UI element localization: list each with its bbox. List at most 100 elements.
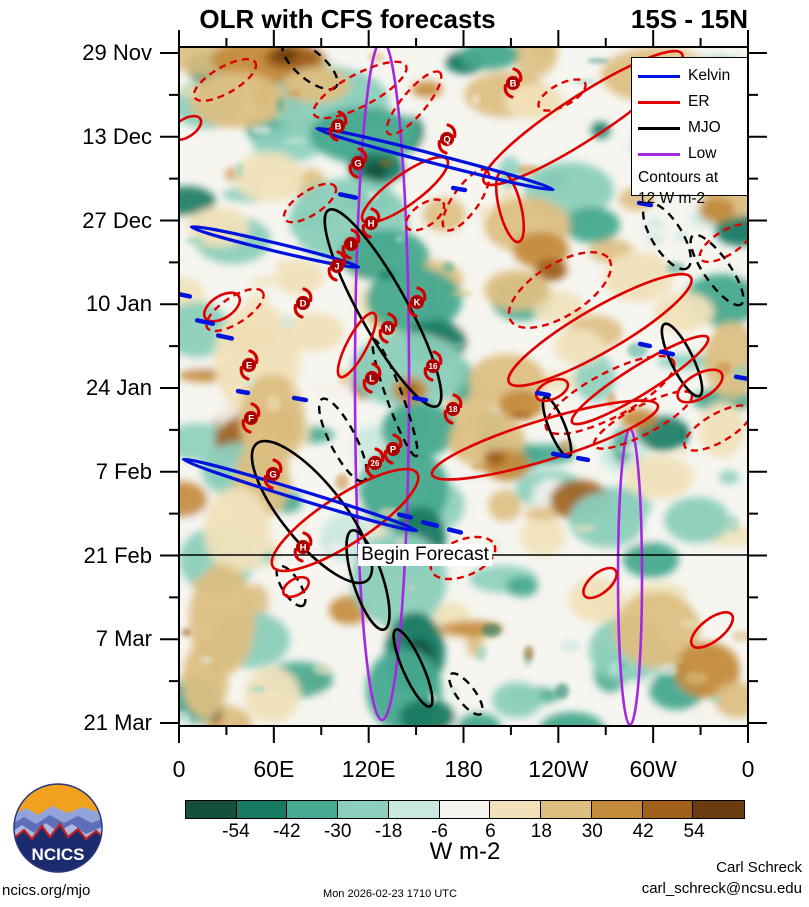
legend-item-kelvin: Kelvin	[638, 63, 747, 89]
colorbar-units-label: W m-2	[429, 838, 501, 865]
legend-note-line2: 12 W m-2	[638, 189, 706, 207]
legend-item-low: Low	[638, 141, 747, 167]
colorbar-segment-6	[490, 801, 542, 818]
colorbar	[185, 800, 745, 819]
svg-text:N: N	[385, 324, 392, 335]
svg-text:K: K	[414, 298, 421, 309]
wave-contours	[179, 47, 748, 726]
legend-label: Kelvin	[688, 67, 731, 84]
legend-line-sample	[638, 74, 680, 78]
colorbar-tick-6: 6	[485, 821, 496, 842]
latitude-range-label: 15S - 15N	[630, 4, 748, 34]
cyclone-marker-D: D	[293, 287, 313, 319]
legend-label: Low	[688, 145, 717, 162]
page-title: OLR with CFS forecasts	[199, 4, 496, 34]
colorbar-tick-54: 54	[683, 821, 705, 842]
legend-label: MJO	[688, 119, 721, 136]
y-tick-label-27-dec: 27 Dec	[82, 207, 152, 233]
cyclone-marker-F: F	[241, 402, 261, 434]
cyclone-marker-N: N	[378, 312, 398, 344]
cyclone-marker-B: B	[328, 110, 348, 142]
colorbar-tick--54: -54	[222, 821, 250, 842]
y-tick-label-7-mar: 7 Mar	[95, 626, 152, 652]
colorbar-segment-3	[338, 801, 389, 818]
colorbar-tick--6: -6	[431, 821, 448, 842]
svg-text:E: E	[246, 361, 252, 372]
axis-ticks	[160, 30, 767, 743]
svg-text:P: P	[390, 445, 397, 456]
x-tick-label-0-0: 0	[172, 756, 186, 782]
svg-text:D: D	[300, 299, 307, 310]
svg-text:I: I	[350, 240, 353, 251]
cyclone-marker-G: G	[348, 147, 368, 179]
cyclone-marker-E: E	[239, 349, 259, 381]
svg-text:B: B	[335, 122, 342, 133]
y-tick-label-24-jan: 24 Jan	[85, 375, 152, 400]
svg-text:26: 26	[371, 459, 380, 468]
y-tick-label-29-nov: 29 Nov	[82, 40, 152, 65]
colorbar-segment-5	[439, 801, 491, 818]
legend-item-er: ER	[638, 89, 747, 115]
cyclone-marker-26: 26	[365, 447, 385, 479]
svg-text:L: L	[369, 374, 375, 385]
kelvin-contours	[181, 126, 555, 533]
cyclone-marker-Q: Q	[437, 123, 457, 155]
svg-text:18: 18	[449, 405, 458, 414]
cyclone-marker-P: P	[383, 433, 403, 465]
er-contours	[179, 49, 735, 649]
legend-note-line1: Contours at	[638, 169, 719, 186]
legend-rows: Kelvin ER MJO Low	[638, 63, 747, 167]
colorbar-segment-2	[287, 801, 339, 818]
colorbar-tick-30: 30	[581, 821, 603, 842]
y-tick-label-13-dec: 13 Dec	[82, 123, 152, 149]
cyclone-marker-H: H	[361, 207, 381, 239]
cyclone-marker-16: 16	[423, 350, 443, 382]
svg-text:G: G	[354, 159, 361, 170]
x-tick-label-4-120w: 120W	[528, 756, 589, 782]
x-tick-label-2-120e: 120E	[341, 756, 396, 782]
svg-text:H: H	[368, 219, 375, 230]
colorbar-tick--18: -18	[374, 821, 403, 842]
svg-text:G: G	[269, 470, 276, 481]
cyclone-marker-H: H	[293, 531, 313, 563]
svg-text:H: H	[300, 543, 307, 554]
colorbar-segment-9	[642, 801, 694, 818]
cyclone-markers: B B Q G H IJ D K N E 16 L F 18 P 26 G H	[239, 67, 523, 563]
cyclone-marker-L: L	[362, 362, 382, 394]
begin-forecast-label: Begin Forecast	[358, 544, 492, 566]
site-url[interactable]: ncics.org/mjo	[2, 882, 91, 899]
y-tick-label-7-feb: 7 Feb	[95, 458, 152, 484]
svg-text:F: F	[248, 414, 254, 425]
logo-text: NCICS	[32, 845, 85, 864]
legend-line-sample	[638, 126, 680, 130]
legend-line-sample	[638, 152, 680, 156]
legend-line-sample	[638, 100, 680, 104]
timestamp: Mon 2026-02-23 1710 UTC	[323, 888, 457, 900]
colorbar-tick--30: -30	[323, 821, 352, 842]
x-tick-label-3-180: 180	[444, 756, 483, 782]
wave-legend: Kelvin ER MJO Low Contours at 12 W m-2	[631, 57, 748, 207]
colorbar-segment-10	[693, 801, 745, 818]
colorbar-segment-0	[186, 801, 237, 818]
svg-text:B: B	[510, 79, 517, 90]
cyclone-marker-18: 18	[443, 393, 463, 425]
colorbar-segment-4	[388, 801, 440, 818]
legend-label: ER	[688, 93, 710, 110]
cyclone-marker-I: I	[341, 228, 361, 260]
x-tick-label-1-60e: 60E	[253, 756, 295, 782]
cyclone-marker-B: B	[503, 67, 523, 99]
legend-item-mjo: MJO	[638, 115, 747, 141]
x-tick-label-6-0: 0	[741, 756, 755, 782]
ncics-logo: NCICS	[13, 783, 103, 873]
author-email[interactable]: carl_schreck@ncsu.edu	[641, 880, 802, 897]
logo-mountains	[14, 822, 102, 872]
colorbar-tick-18: 18	[530, 821, 552, 842]
colorbar-segment-8	[591, 801, 643, 818]
y-tick-label-21-mar: 21 Mar	[83, 710, 152, 735]
colorbar-tick-42: 42	[632, 821, 654, 842]
colorbar-segment-1	[236, 801, 288, 818]
cyclone-marker-K: K	[407, 286, 427, 318]
svg-text:J: J	[334, 262, 339, 273]
x-tick-label-5-60w: 60W	[629, 756, 677, 782]
